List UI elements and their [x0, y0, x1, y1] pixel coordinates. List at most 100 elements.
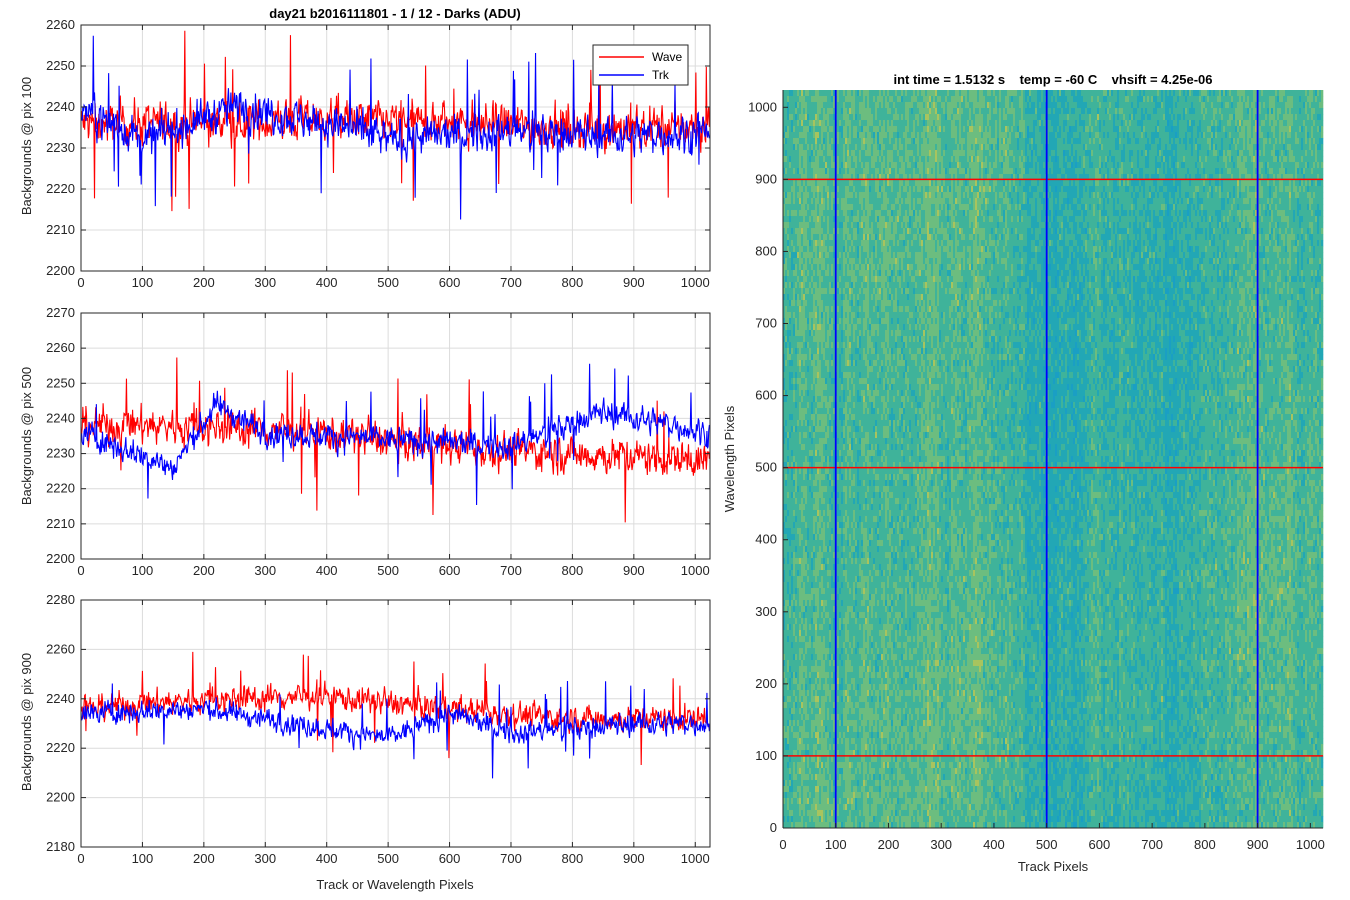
heatmap-cell [797, 252, 799, 258]
heatmap-cell [809, 246, 811, 252]
heatmap-cell [785, 684, 787, 690]
heatmap-cell [821, 642, 823, 648]
heatmap-cell [819, 744, 821, 750]
heatmap-cell [817, 684, 819, 690]
heatmap-cell [827, 420, 829, 426]
heatmap-cell [821, 354, 823, 360]
heatmap-cell [803, 522, 805, 528]
heatmap-cell [821, 306, 823, 312]
heatmap-cell [807, 216, 809, 222]
heatmap-cell [827, 534, 829, 540]
heatmap-cell [805, 474, 807, 480]
heatmap-cell [825, 648, 827, 654]
heatmap-cell [785, 198, 787, 204]
heatmap-cell [807, 294, 809, 300]
heatmap-cell [823, 456, 825, 462]
heatmap-cell [825, 486, 827, 492]
heatmap-cell [789, 474, 791, 480]
heatmap-cell [823, 366, 825, 372]
heatmap-cell [819, 726, 821, 732]
heatmap-cell [811, 804, 813, 810]
y-tick-label: 2200 [46, 790, 75, 805]
heatmap-cell [797, 366, 799, 372]
heatmap-cell [827, 132, 829, 138]
heatmap-cell [821, 744, 823, 750]
heatmap-cell [817, 612, 819, 618]
heatmap-cell [813, 744, 815, 750]
heatmap-cell [809, 540, 811, 546]
heatmap-cell [827, 492, 829, 498]
heatmap-cell [819, 354, 821, 360]
heatmap-cell [785, 816, 787, 822]
heatmap-cell [815, 744, 817, 750]
heatmap-cell [817, 90, 819, 96]
heatmap-cell [793, 738, 795, 744]
heatmap-cell [823, 744, 825, 750]
heatmap-cell [809, 276, 811, 282]
heatmap-cell [789, 642, 791, 648]
heatmap-cell [809, 780, 811, 786]
heatmap-cell [817, 312, 819, 318]
heatmap-cell [795, 336, 797, 342]
heatmap-cell [795, 582, 797, 588]
heatmap-cell [801, 420, 803, 426]
heatmap-cell [793, 330, 795, 336]
heatmap-cell [825, 402, 827, 408]
heatmap-cell [785, 582, 787, 588]
heatmap-cell [791, 696, 793, 702]
heatmap-cell [815, 594, 817, 600]
heatmap-cell [825, 786, 827, 792]
heatmap-cell [801, 264, 803, 270]
y-tick-label: 2210 [46, 516, 75, 531]
heatmap-cell [807, 714, 809, 720]
heatmap-cell [815, 378, 817, 384]
heatmap-cell [825, 630, 827, 636]
heatmap-cell [785, 192, 787, 198]
heatmap-cell [801, 666, 803, 672]
heatmap-cell [799, 636, 801, 642]
heatmap-cell [809, 234, 811, 240]
heatmap-cell [827, 582, 829, 588]
heatmap-cell [785, 456, 787, 462]
heatmap-cell [827, 192, 829, 198]
heatmap-cell [797, 456, 799, 462]
heatmap-cell [813, 396, 815, 402]
heatmap-cell [801, 342, 803, 348]
heatmap-cell [823, 150, 825, 156]
heatmap-cell [815, 798, 817, 804]
heatmap-cell [825, 156, 827, 162]
heatmap-cell [791, 822, 793, 828]
heatmap-cell [791, 774, 793, 780]
heatmap-cell [809, 804, 811, 810]
heatmap-cell [819, 732, 821, 738]
heatmap-cell [827, 324, 829, 330]
heatmap-cell [785, 774, 787, 780]
heatmap-cell [805, 546, 807, 552]
heatmap-cell [805, 654, 807, 660]
heatmap-cell [785, 132, 787, 138]
heatmap-cell [827, 288, 829, 294]
heatmap-cell [787, 468, 789, 474]
heatmap-cell [799, 738, 801, 744]
heatmap-cell [805, 624, 807, 630]
heatmap-cell [791, 138, 793, 144]
heatmap-cell [807, 402, 809, 408]
heatmap-cell [813, 564, 815, 570]
heatmap-cell [805, 684, 807, 690]
heatmap-cell [825, 636, 827, 642]
heatmap-cell [815, 210, 817, 216]
heatmap-cell [795, 690, 797, 696]
heatmap-cell [797, 516, 799, 522]
heatmap-cell [803, 474, 805, 480]
heatmap-cell [795, 390, 797, 396]
heatmap-cell [823, 654, 825, 660]
heatmap-cell [811, 270, 813, 276]
heatmap-cell [799, 378, 801, 384]
heatmap-cell [817, 252, 819, 258]
heatmap-cell [795, 318, 797, 324]
heatmap-cell [805, 726, 807, 732]
heatmap-cell [829, 552, 831, 558]
heatmap-cell [819, 522, 821, 528]
heatmap-cell [793, 444, 795, 450]
heatmap-cell [797, 492, 799, 498]
